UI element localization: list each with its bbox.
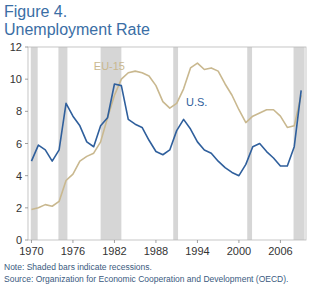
y-tick bbox=[25, 111, 28, 112]
plot-frame bbox=[28, 47, 306, 240]
recession-bar bbox=[101, 47, 122, 240]
note: Note: Shaded bars indicate recessions. bbox=[4, 262, 152, 272]
x-tick bbox=[197, 240, 198, 243]
y-tick bbox=[25, 143, 28, 144]
y-tick bbox=[25, 79, 28, 80]
y-tick bbox=[25, 240, 28, 241]
series-line bbox=[31, 63, 301, 209]
recession-bar bbox=[173, 47, 178, 240]
y-tick-label: 10 bbox=[10, 73, 22, 85]
title: Figure 4. bbox=[4, 3, 67, 20]
plot-area bbox=[31, 47, 305, 240]
subtitle: Unemployment Rate bbox=[4, 21, 150, 38]
series-line bbox=[31, 84, 301, 176]
series-label: U.S. bbox=[186, 96, 207, 108]
y-tick-label: 4 bbox=[16, 170, 22, 182]
source: Source: Organization for Economic Cooper… bbox=[4, 274, 288, 284]
y-tick-label: 6 bbox=[16, 138, 22, 150]
x-tick-label: 1994 bbox=[185, 245, 209, 257]
x-tick-label: 1970 bbox=[19, 245, 43, 257]
recession-bar bbox=[31, 47, 38, 240]
x-tick-label: 2006 bbox=[268, 245, 292, 257]
x-tick-label: 2000 bbox=[227, 245, 251, 257]
x-tick bbox=[155, 240, 156, 243]
y-tick bbox=[25, 207, 28, 208]
recession-bar bbox=[247, 47, 252, 240]
x-tick bbox=[238, 240, 239, 243]
x-tick-label: 1988 bbox=[144, 245, 168, 257]
x-tick bbox=[280, 240, 281, 243]
chart: Figure 4.Unemployment Rate02468101219701… bbox=[0, 0, 320, 296]
y-tick-label: 12 bbox=[10, 41, 22, 53]
x-tick-label: 1982 bbox=[102, 245, 126, 257]
y-tick-label: 8 bbox=[16, 105, 22, 117]
y-tick bbox=[25, 47, 28, 48]
x-tick-label: 1976 bbox=[61, 245, 85, 257]
x-tick bbox=[31, 240, 32, 243]
y-tick-label: 2 bbox=[16, 202, 22, 214]
y-tick bbox=[25, 175, 28, 176]
x-tick bbox=[114, 240, 115, 243]
series-label: EU-15 bbox=[94, 60, 125, 72]
x-tick bbox=[72, 240, 73, 243]
